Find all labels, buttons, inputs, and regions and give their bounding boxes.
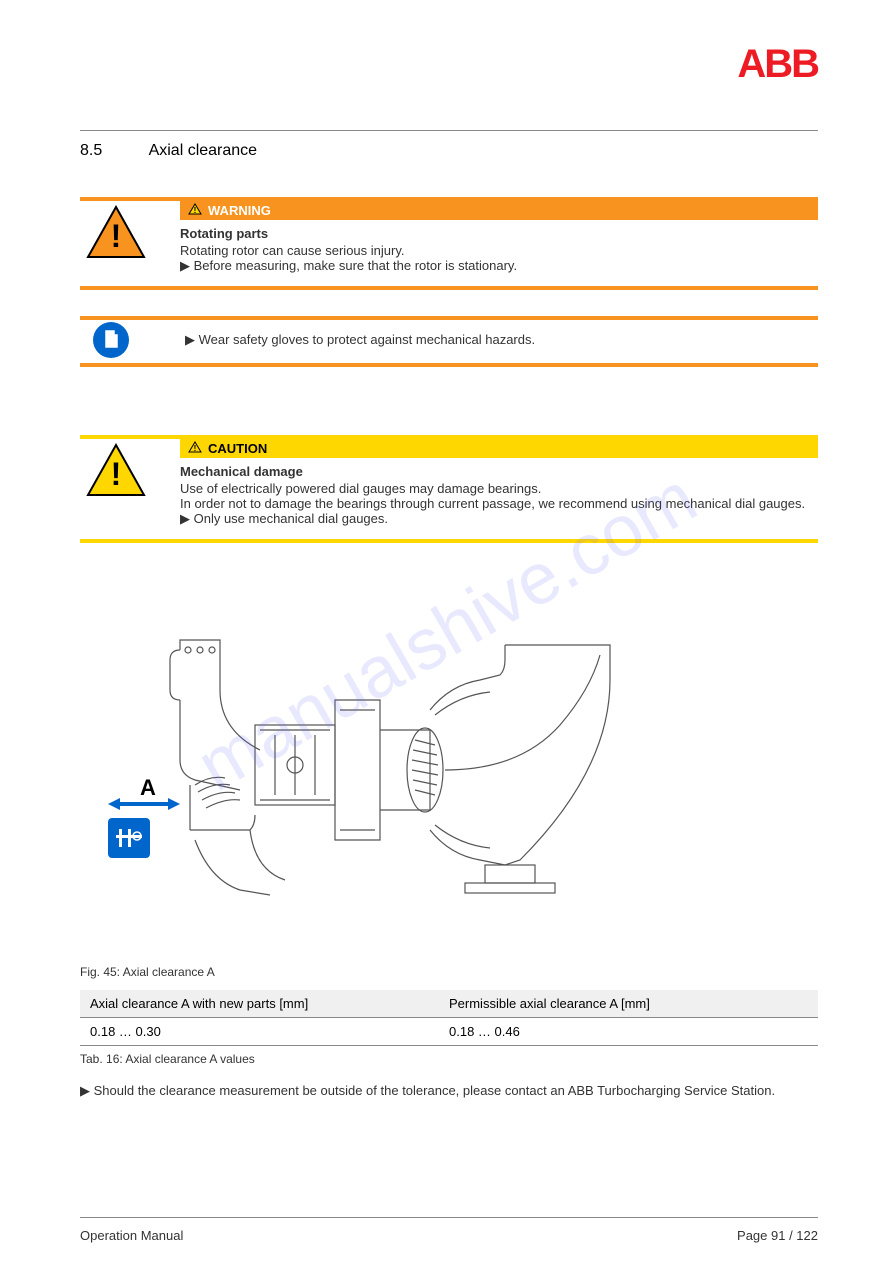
gloves-top-bar xyxy=(80,316,818,320)
svg-text:!: ! xyxy=(194,444,197,453)
page-number: Page 91 / 122 xyxy=(737,1228,818,1243)
abb-logo: ABB xyxy=(737,42,818,87)
caution-content: Mechanical damage Use of electrically po… xyxy=(80,458,818,539)
table-row: 0.18 … 0.30 0.18 … 0.46 xyxy=(80,1017,818,1045)
warning-block: ! ! WARNING Rotating parts Rotating roto… xyxy=(80,197,818,290)
table-cell-right: 0.18 … 0.46 xyxy=(449,1024,808,1039)
caution-block: ! ! CAUTION Mechanical damage Use of ele… xyxy=(80,435,818,543)
logo-text: ABB xyxy=(737,42,818,86)
warning-body: Rotating rotor can cause serious injury. xyxy=(180,243,818,258)
table-caption: Tab. 16: Axial clearance A values xyxy=(80,1052,255,1066)
warning-label: WARNING xyxy=(208,203,271,218)
table-bottom-line xyxy=(80,1045,818,1046)
warning-triangle-icon: ! xyxy=(86,205,146,260)
table-header: Axial clearance A with new parts [mm] Pe… xyxy=(80,990,818,1017)
svg-text:!: ! xyxy=(111,456,122,492)
svg-text:!: ! xyxy=(111,218,122,254)
table-header-left: Axial clearance A with new parts [mm] xyxy=(90,996,449,1011)
caution-instruction: ▶ Only use mechanical dial gauges. xyxy=(180,511,818,527)
caution-small-icon: ! xyxy=(188,441,202,456)
gloves-instruction: ▶ Wear safety gloves to protect against … xyxy=(185,332,535,348)
warning-banner: ! WARNING xyxy=(180,201,818,220)
caution-bottom-bar xyxy=(80,539,818,543)
figure-caption: Fig. 45: Axial clearance A xyxy=(80,965,215,979)
svg-text:!: ! xyxy=(194,206,197,215)
warning-instruction: ▶ Before measuring, make sure that the r… xyxy=(180,258,818,274)
warning-small-icon: ! xyxy=(188,203,202,218)
section-header: 8.5 Axial clearance xyxy=(80,142,257,160)
footer-divider xyxy=(80,1217,818,1218)
caution-triangle-icon: ! xyxy=(86,443,146,498)
section-number: 8.5 xyxy=(80,142,145,160)
note-text: ▶ Should the clearance measurement be ou… xyxy=(80,1082,818,1100)
warning-content: Rotating parts Rotating rotor can cause … xyxy=(80,220,818,286)
caution-banner: ! CAUTION xyxy=(180,439,818,458)
section-title: Axial clearance xyxy=(149,142,258,159)
caution-title: Mechanical damage xyxy=(180,464,818,479)
gloves-bottom-bar xyxy=(80,363,818,367)
warning-title: Rotating parts xyxy=(180,226,818,241)
caution-label: CAUTION xyxy=(208,441,267,456)
table-header-right: Permissible axial clearance A [mm] xyxy=(449,996,808,1011)
caution-body1: Use of electrically powered dial gauges … xyxy=(180,481,818,496)
warning-bottom-bar xyxy=(80,286,818,290)
table-cell-left: 0.18 … 0.30 xyxy=(90,1024,449,1039)
caution-body2: In order not to damage the bearings thro… xyxy=(180,496,818,511)
turbocharger-diagram xyxy=(140,630,620,945)
gloves-icon xyxy=(92,321,130,359)
top-divider xyxy=(80,130,818,131)
clearance-table: Axial clearance A with new parts [mm] Pe… xyxy=(80,990,818,1046)
footer-left: Operation Manual xyxy=(80,1228,183,1243)
